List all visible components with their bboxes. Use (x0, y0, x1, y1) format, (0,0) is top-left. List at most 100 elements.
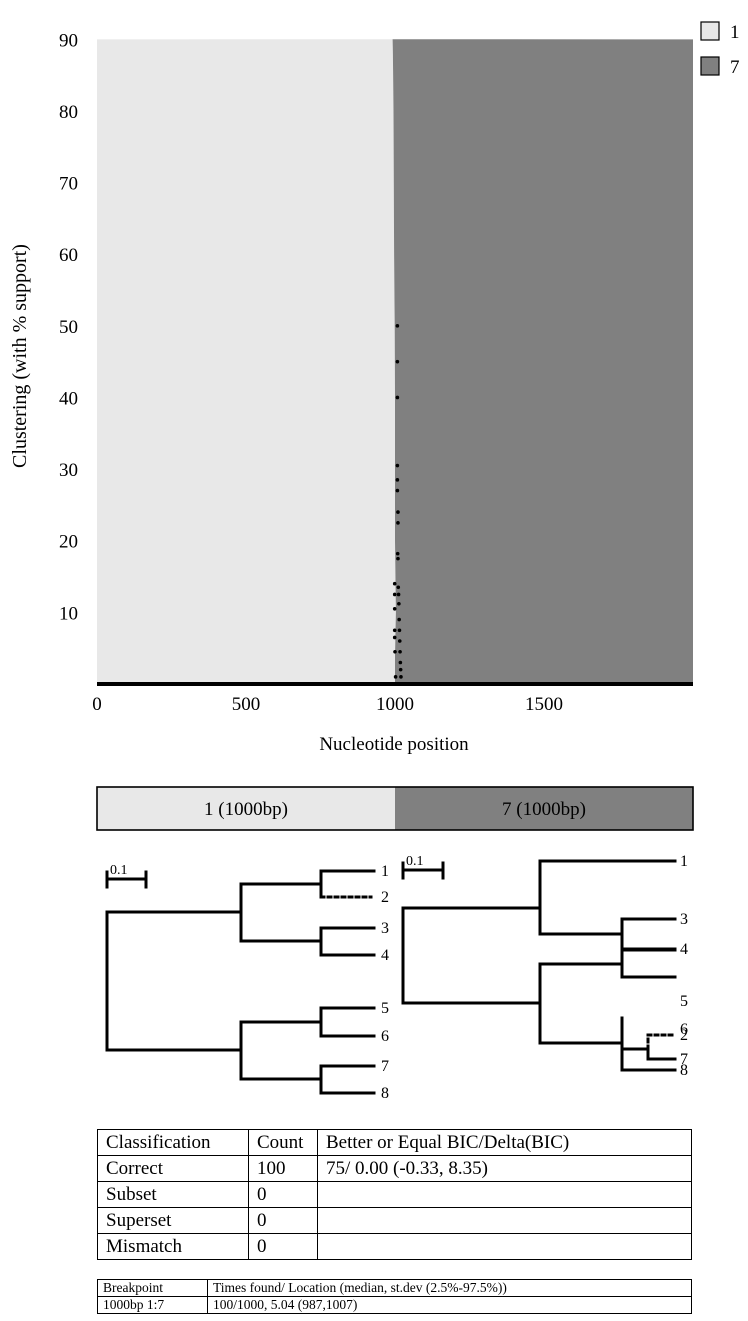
breakpoint-point (398, 667, 403, 672)
figure-canvas: 0 500 1000 1500 10 20 30 40 50 60 70 80 90 Clusteri… (9, 21, 740, 1102)
leaf-label: 2 (680, 1027, 688, 1044)
series-area-1 (97, 39, 396, 685)
breakpoint-point (396, 556, 400, 561)
breakpoint-point (396, 585, 401, 590)
breakpoint-point (392, 581, 397, 586)
composition-bar: 1 (1000bp) 7 (1000bp) (96, 786, 694, 831)
legend-swatch-7 (700, 56, 720, 76)
leaf-label: 5 (381, 1000, 389, 1017)
table-cell: Superset (97, 1207, 249, 1234)
table-row: Subset 0 (97, 1181, 692, 1208)
x-tick-label: 1500 (525, 694, 563, 715)
scale-bar-left (105, 870, 148, 889)
y-tick-label: 50 (59, 317, 78, 338)
leaf-label: 6 (680, 1021, 688, 1038)
tree-left (105, 869, 376, 1095)
bar-outline (96, 786, 694, 831)
breakpoint-point (397, 628, 402, 633)
breakpoint-points (392, 324, 403, 679)
breakpoint-point (397, 617, 401, 622)
bar-label-7: 7 (1000bp) (502, 799, 586, 820)
breakpoint-point (392, 606, 397, 611)
breakpoint-point (395, 488, 400, 493)
breakpoint-point (399, 675, 403, 679)
table-header-row: Breakpoint Times found/ Location (median… (97, 1279, 692, 1297)
breakpoint-point (396, 510, 400, 514)
x-tick-label: 1000 (376, 694, 414, 715)
table-cell: Mismatch (97, 1233, 249, 1260)
table-header-cell: Count (248, 1129, 318, 1156)
legend-swatch-1 (700, 21, 720, 41)
tree-left-labels: 0.1 1 2 3 4 5 6 7 8 (110, 863, 389, 1102)
leaf-label: 6 (381, 1028, 389, 1045)
y-tick-label: 40 (59, 388, 78, 409)
breakpoint-point (398, 649, 402, 654)
bar-segment-1 (97, 787, 395, 830)
y-tick-label: 30 (59, 460, 78, 481)
leaf-label: 1 (381, 863, 389, 880)
table-cell: 0 (248, 1233, 318, 1260)
table-cell: 0 (248, 1181, 318, 1208)
table-cell (317, 1207, 692, 1234)
table-cell: 0 (248, 1207, 318, 1234)
table-row: Superset 0 (97, 1207, 692, 1234)
series-area-7 (392, 39, 693, 685)
bar-segment-7 (395, 787, 693, 830)
table-cell (317, 1233, 692, 1260)
x-tick-label: 0 (92, 694, 102, 715)
legend: 1 7 (700, 21, 740, 78)
leaf-label: 1 (680, 853, 688, 870)
table-row: 1000bp 1:7 100/1000, 5.04 (987,1007) (97, 1296, 692, 1314)
table-cell: 75/ 0.00 (-0.33, 8.35) (317, 1155, 692, 1182)
scale-label-right: 0.1 (406, 854, 424, 869)
leaf-label: 8 (680, 1062, 688, 1079)
table-cell: 1000bp 1:7 (97, 1296, 208, 1314)
table-row: Mismatch 0 (97, 1233, 692, 1260)
y-axis-label: Clustering (with % support) (9, 244, 31, 468)
table-cell: 100/1000, 5.04 (987,1007) (207, 1296, 692, 1314)
leaf-label: 4 (680, 941, 688, 958)
leaf-label: 8 (381, 1085, 389, 1102)
x-axis-label: Nucleotide position (319, 734, 469, 755)
bar-label-1: 1 (1000bp) (204, 799, 288, 820)
breakpoint-point (398, 660, 403, 665)
x-tick-label: 500 (232, 694, 261, 715)
table-header-cell: Breakpoint (97, 1279, 208, 1297)
breakpoint-point (392, 592, 397, 597)
scale-label-left: 0.1 (110, 863, 128, 878)
breakpoint-point (392, 635, 397, 640)
breakpoint-point (393, 675, 398, 679)
leaf-label: 3 (680, 911, 688, 928)
main-chart: 0 500 1000 1500 10 20 30 40 50 60 70 80 90 Clusteri… (9, 21, 740, 755)
breakpoint-point (392, 628, 397, 633)
legend-label-7: 7 (730, 57, 740, 78)
table-row: Correct 100 75/ 0.00 (-0.33, 8.35) (97, 1155, 692, 1182)
table-cell (317, 1181, 692, 1208)
leaf-label: 7 (381, 1058, 389, 1075)
breakpoint-table: Breakpoint Times found/ Location (median… (97, 1279, 692, 1314)
y-tick-label: 60 (59, 245, 78, 266)
y-tick-label: 20 (59, 532, 78, 553)
table-cell: 100 (248, 1155, 318, 1182)
leaf-label: 2 (381, 889, 389, 906)
legend-label-1: 1 (730, 22, 740, 43)
breakpoint-point (395, 478, 400, 482)
table-header-cell: Times found/ Location (median, st.dev (2… (207, 1279, 692, 1297)
classification-table: Classification Count Better or Equal BIC… (97, 1129, 692, 1260)
breakpoint-point (396, 521, 400, 525)
leaf-label: 7 (680, 1051, 688, 1068)
table-header-cell: Classification (97, 1129, 249, 1156)
y-tick-label: 80 (59, 102, 78, 123)
breakpoint-point (397, 639, 402, 643)
breakpoint-point (395, 324, 400, 328)
breakpoint-point (396, 592, 401, 597)
tree-right-labels: 0.1 1 3 4 5 6 2 7 8 (406, 853, 688, 1079)
leaf-label: 3 (381, 920, 389, 937)
breakpoint-point (395, 551, 400, 556)
breakpoint-point (395, 395, 400, 400)
y-tick-label: 90 (59, 30, 78, 51)
breakpoint-point (397, 601, 401, 606)
table-header-cell: Better or Equal BIC/Delta(BIC) (317, 1129, 692, 1156)
table-cell: Subset (97, 1181, 249, 1208)
table-cell: Correct (97, 1155, 249, 1182)
